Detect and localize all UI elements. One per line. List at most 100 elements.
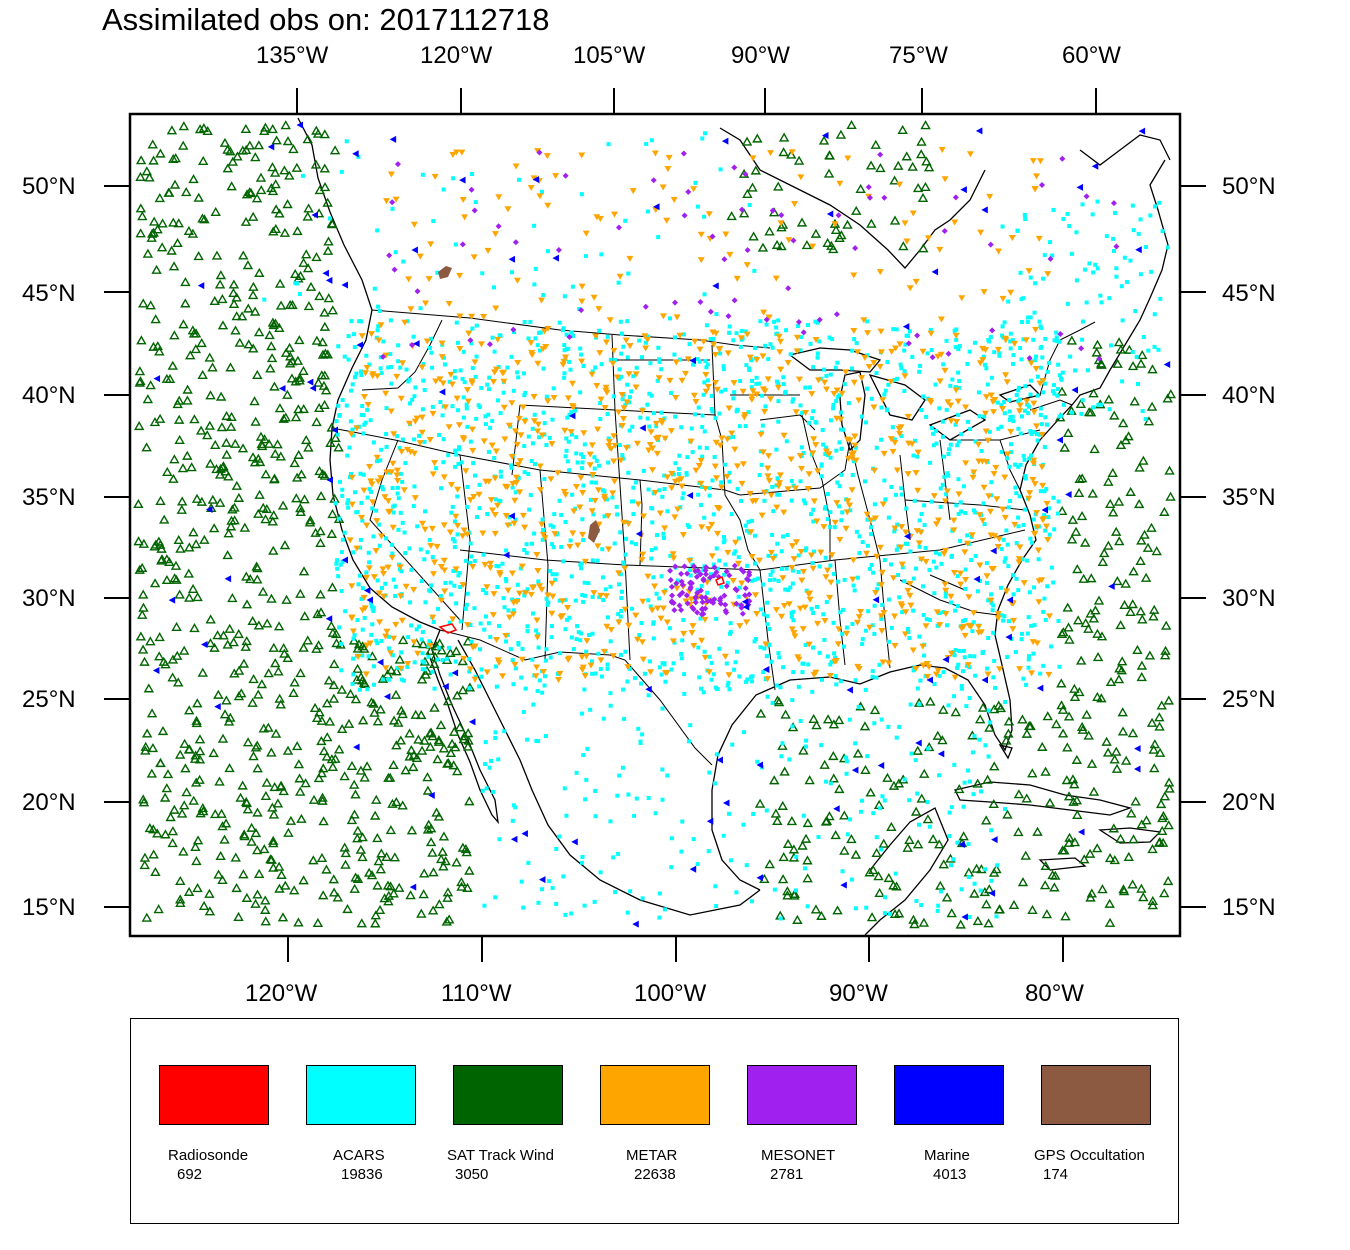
- acars-marker: [737, 585, 742, 590]
- sat-wind-marker: [295, 588, 306, 598]
- sat-wind-marker: [141, 728, 153, 738]
- acars-marker: [503, 639, 508, 644]
- sat-wind-marker: [135, 228, 146, 238]
- sat-wind-marker: [275, 699, 286, 709]
- acars-marker: [484, 786, 489, 791]
- metar-marker: [817, 549, 825, 556]
- sat-wind-marker: [175, 543, 186, 553]
- sat-wind-marker: [1066, 335, 1078, 345]
- legend-box: Radiosonde 692 ACARS 19836 SAT Track Win…: [130, 1018, 1179, 1224]
- metar-marker: [609, 490, 617, 497]
- acars-marker: [477, 647, 482, 652]
- mesonet-marker: [1059, 155, 1066, 162]
- metar-marker: [466, 666, 474, 673]
- mesonet-marker: [510, 326, 517, 333]
- metar-marker: [505, 422, 513, 429]
- acars-marker: [953, 647, 958, 652]
- metar-marker: [986, 193, 994, 200]
- metar-marker: [633, 440, 641, 447]
- sat-wind-marker: [148, 216, 160, 226]
- acars-marker: [879, 437, 884, 442]
- metar-marker: [828, 552, 836, 559]
- metar-marker: [503, 484, 511, 491]
- sat-wind-marker: [343, 718, 355, 728]
- acars-marker: [606, 436, 611, 441]
- acars-marker: [376, 304, 381, 309]
- acars-marker: [902, 579, 907, 584]
- sat-wind-marker: [1129, 396, 1140, 406]
- metar-marker: [753, 391, 761, 398]
- sat-wind-marker: [416, 674, 428, 684]
- mesonet-marker: [692, 599, 699, 606]
- sat-wind-marker: [904, 834, 915, 845]
- sat-wind-marker: [983, 918, 994, 928]
- acars-marker: [1032, 623, 1037, 628]
- metar-marker: [578, 283, 586, 290]
- metar-marker: [562, 354, 570, 361]
- acars-marker: [491, 285, 496, 290]
- mesonet-marker: [681, 563, 688, 570]
- metar-marker: [896, 341, 904, 348]
- acars-marker: [999, 424, 1004, 429]
- metar-marker: [1022, 337, 1030, 344]
- sat-wind-marker: [1064, 634, 1075, 644]
- acars-marker: [540, 887, 545, 892]
- sat-wind-marker: [265, 363, 276, 373]
- metar-marker: [955, 491, 963, 498]
- metar-marker: [1015, 559, 1023, 566]
- acars-marker: [825, 492, 830, 497]
- sat-wind-marker: [934, 839, 945, 849]
- acars-marker: [472, 559, 477, 564]
- acars-marker: [422, 439, 427, 444]
- acars-marker: [1007, 417, 1012, 422]
- mesonet-marker: [743, 575, 750, 582]
- metar-marker: [384, 564, 392, 571]
- sat-wind-marker: [357, 715, 369, 725]
- acars-marker: [536, 900, 541, 905]
- acars-marker: [1108, 343, 1113, 348]
- metar-marker: [588, 371, 596, 378]
- sat-wind-marker: [185, 350, 196, 360]
- acars-marker: [554, 572, 559, 577]
- acars-marker: [522, 547, 527, 552]
- acars-marker: [858, 809, 863, 814]
- acars-marker: [702, 292, 707, 297]
- sat-wind-marker: [1109, 855, 1121, 865]
- acars-marker: [1014, 393, 1019, 398]
- acars-marker: [1032, 585, 1037, 590]
- acars-marker: [399, 677, 404, 682]
- sat-wind-marker: [318, 763, 329, 773]
- sat-wind-marker: [282, 745, 294, 755]
- sat-wind-marker: [167, 360, 178, 370]
- acars-marker: [339, 550, 344, 555]
- sat-wind-marker: [339, 842, 350, 852]
- mesonet-marker: [668, 598, 675, 605]
- sat-wind-marker: [194, 746, 206, 756]
- acars-marker: [456, 408, 461, 413]
- metar-marker: [625, 371, 633, 378]
- mesonet-marker: [723, 568, 730, 575]
- metar-marker: [950, 570, 958, 577]
- acars-marker: [636, 726, 641, 731]
- acars-marker: [1016, 515, 1021, 520]
- metar-marker: [926, 397, 934, 404]
- metar-marker: [638, 557, 646, 564]
- mesonet-marker: [987, 241, 994, 248]
- acars-marker: [1005, 456, 1010, 461]
- sat-wind-marker: [261, 777, 273, 787]
- sat-wind-marker: [279, 227, 291, 237]
- acars-marker: [982, 362, 987, 367]
- acars-marker: [510, 597, 515, 602]
- sat-wind-marker: [221, 695, 232, 705]
- sat-wind-marker: [350, 694, 362, 704]
- metar-marker: [821, 379, 829, 386]
- acars-marker: [412, 484, 417, 489]
- marine-marker: [331, 426, 338, 434]
- marine-marker: [552, 254, 559, 262]
- acars-marker: [809, 606, 814, 611]
- acars-marker: [453, 659, 458, 664]
- acars-marker: [750, 378, 755, 383]
- sat-wind-marker: [792, 914, 803, 924]
- acars-marker: [846, 401, 851, 406]
- sat-wind-marker: [273, 621, 285, 631]
